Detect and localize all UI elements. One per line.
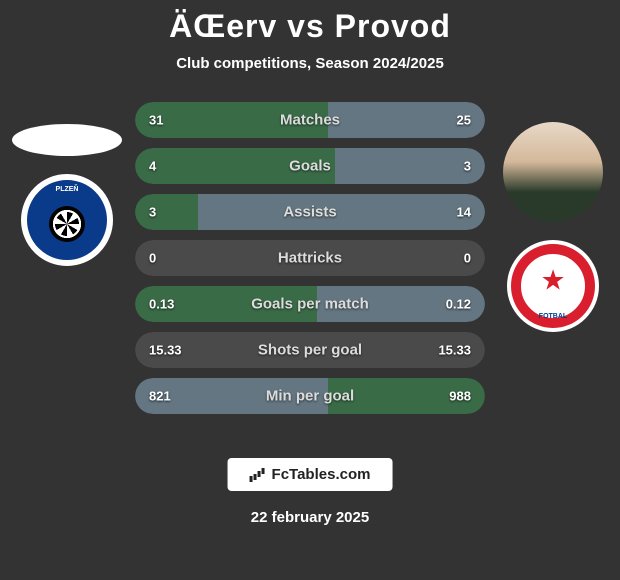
stat-label: Matches xyxy=(280,112,340,129)
stat-value-left: 3 xyxy=(149,205,156,220)
stat-value-left: 0 xyxy=(149,251,156,266)
stat-bar: 31 25 Matches xyxy=(135,102,485,138)
slavia-logo-text: FOTBAL xyxy=(539,313,567,320)
stat-bar: 4 3 Goals xyxy=(135,148,485,184)
stat-value-left: 31 xyxy=(149,113,163,128)
stats-column: 3125Matches43Goals314Assists00Hattricks0… xyxy=(135,102,485,414)
brand-label: FcTables.com xyxy=(272,466,371,483)
stat-value-right: 0 xyxy=(464,251,471,266)
stat-value-right: 25 xyxy=(457,113,471,128)
stat-label: Shots per goal xyxy=(258,342,362,359)
stat-value-right: 988 xyxy=(449,389,471,404)
soccer-ball-icon xyxy=(49,206,85,242)
stat-value-right: 14 xyxy=(457,205,471,220)
bar-segment-right xyxy=(335,148,486,184)
page-subtitle: Club competitions, Season 2024/2025 xyxy=(0,55,620,72)
stat-value-left: 4 xyxy=(149,159,156,174)
stat-bar: 0 0 Hattricks xyxy=(135,240,485,276)
stat-label: Min per goal xyxy=(266,388,354,405)
right-column: ★ FOTBAL xyxy=(503,102,603,332)
club-logo-slavia: ★ FOTBAL xyxy=(507,240,599,332)
stat-label: Goals per match xyxy=(251,296,369,313)
star-icon: ★ xyxy=(540,264,565,297)
brand-chip[interactable]: FcTables.com xyxy=(228,458,393,491)
comparison-content: 3125Matches43Goals314Assists00Hattricks0… xyxy=(0,102,620,414)
stat-bar: 3 14 Assists xyxy=(135,194,485,230)
stat-bar: 821 988 Min per goal xyxy=(135,378,485,414)
stat-value-left: 0.13 xyxy=(149,297,174,312)
stat-label: Assists xyxy=(283,204,336,221)
left-column xyxy=(17,102,117,266)
player-photo-right xyxy=(503,122,603,222)
bar-segment-left xyxy=(135,194,198,230)
stat-bar: 0.13 0.12 Goals per match xyxy=(135,286,485,322)
bar-chart-icon xyxy=(250,468,266,482)
bar-segment-right xyxy=(198,194,485,230)
stat-label: Goals xyxy=(289,158,331,175)
stat-value-left: 821 xyxy=(149,389,171,404)
footer: FcTables.com 22 february 2025 xyxy=(228,458,393,526)
stat-value-right: 0.12 xyxy=(446,297,471,312)
club-logo-plzen xyxy=(21,174,113,266)
stat-bar: 15.33 15.33 Shots per goal xyxy=(135,332,485,368)
stat-value-right: 3 xyxy=(464,159,471,174)
stat-label: Hattricks xyxy=(278,250,342,267)
date-label: 22 february 2025 xyxy=(251,509,369,526)
player-photo-left xyxy=(12,124,122,156)
stat-value-right: 15.33 xyxy=(438,343,471,358)
page-title: ÄŒerv vs Provod xyxy=(0,0,620,45)
stat-value-left: 15.33 xyxy=(149,343,182,358)
